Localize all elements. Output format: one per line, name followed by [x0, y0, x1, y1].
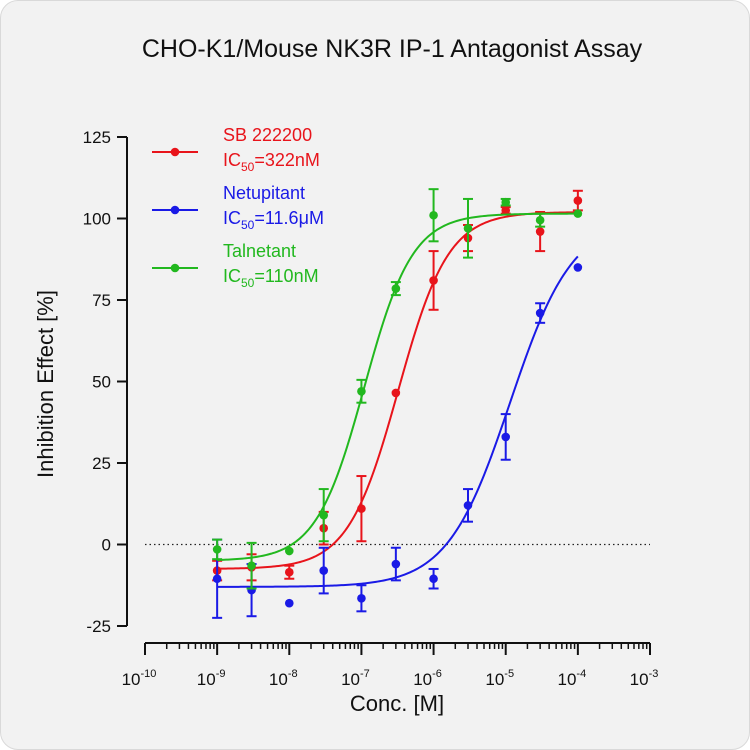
data-point [463, 501, 473, 510]
x-tick-label: 10-4 [558, 668, 587, 689]
data-point [284, 598, 294, 608]
legend-entry-2: Talnetant IC50=110nM [152, 241, 319, 290]
data-point [463, 223, 473, 233]
data-point [284, 546, 294, 556]
legend-series-name: Talnetant [223, 241, 296, 261]
x-tick-label: 10-8 [269, 668, 298, 689]
legend-ic50: IC50=11.6μM [223, 208, 324, 232]
data-point [357, 593, 366, 603]
data-point [501, 432, 511, 442]
x-tick-label: 10-6 [413, 668, 442, 689]
x-tick-label: 10-7 [341, 668, 370, 689]
y-axis-label: Inhibition Effect [%] [33, 290, 58, 478]
data-point [501, 197, 511, 207]
y-tick-label: 125 [83, 128, 111, 147]
y-tick-label: 0 [102, 536, 111, 555]
legend-series-name: Netupitant [223, 183, 305, 203]
data-point [247, 561, 256, 570]
data-point [573, 209, 583, 218]
data-point [535, 308, 545, 318]
plot-area [145, 188, 650, 619]
y-tick-label: 25 [92, 454, 111, 473]
data-point [357, 504, 366, 513]
y-tick-label: 50 [92, 373, 111, 392]
legend-ic50: IC50=110nM [223, 266, 319, 290]
data-point [535, 215, 545, 225]
data-point [429, 210, 438, 220]
data-point [212, 574, 222, 584]
axes: -25 0 25 50 75 100 125 10-10 10-9 10-8 10-7 10-6 10-… [83, 128, 659, 689]
data-point [391, 388, 401, 398]
data-point [429, 574, 438, 584]
data-point [391, 559, 401, 569]
x-tick-label: 10-3 [630, 668, 659, 689]
series-1 [212, 255, 583, 619]
legend-entry-1: Netupitant IC50=11.6μM [152, 183, 324, 232]
y-tick-label: 100 [83, 210, 111, 229]
x-axis-label: Conc. [M] [350, 691, 444, 716]
data-point [429, 276, 438, 285]
series-2 [212, 188, 583, 590]
data-point [573, 196, 583, 205]
legend: SB 222200 IC50=322nM Netupitant IC50=11.6μM… [152, 125, 324, 290]
y-tick-label: -25 [86, 617, 111, 636]
legend-ic50: IC50=322nM [223, 150, 320, 174]
chart-title: CHO-K1/Mouse NK3R IP-1 Antagonist Assay [142, 35, 643, 63]
data-point [357, 386, 366, 396]
fit-curve [217, 255, 579, 588]
data-point [284, 567, 294, 577]
data-point [391, 284, 401, 293]
legend-entry-0: SB 222200 IC50=322nM [152, 125, 320, 174]
data-point [319, 510, 329, 520]
legend-marker [170, 205, 180, 215]
y-tick-label: 75 [92, 291, 111, 310]
data-point [573, 263, 583, 272]
legend-series-name: SB 222200 [223, 125, 312, 145]
data-point [319, 566, 329, 575]
data-point [535, 227, 545, 236]
x-tick-label: 10-5 [485, 668, 514, 689]
x-tick-label: 10-10 [122, 668, 157, 689]
fit-curve [217, 212, 578, 562]
data-point [212, 545, 222, 554]
legend-marker [170, 147, 180, 157]
data-point [501, 206, 511, 215]
x-tick-label: 10-9 [197, 668, 226, 689]
legend-marker [170, 263, 180, 273]
